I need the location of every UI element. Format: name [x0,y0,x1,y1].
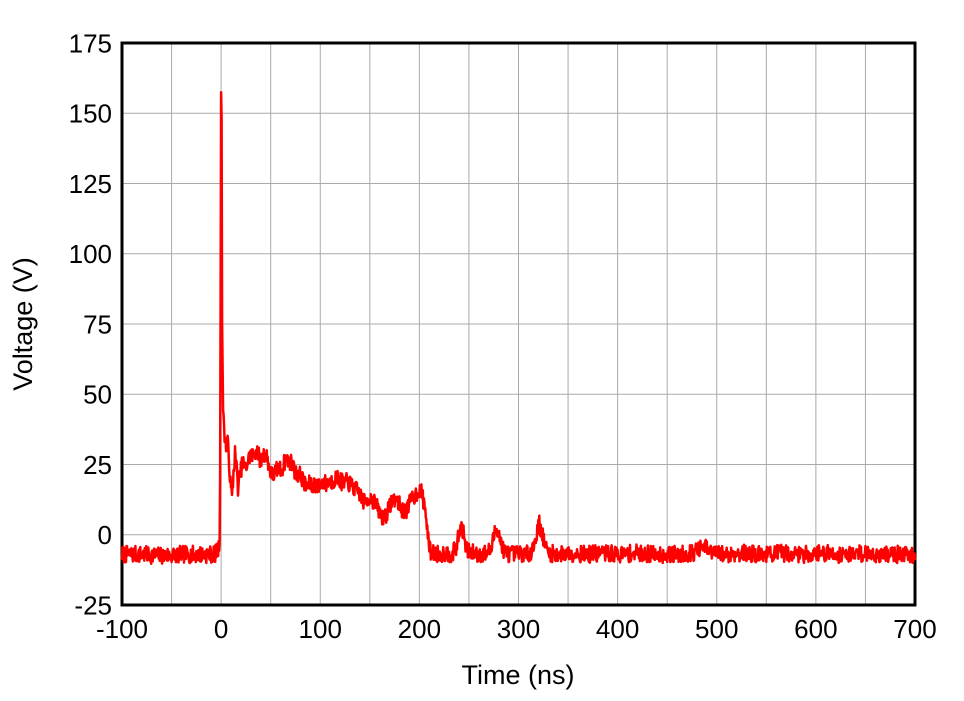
y-tick-label: 50 [83,380,112,410]
y-tick-label: 125 [69,169,112,199]
y-tick-label: 25 [83,450,112,480]
x-tick-labels: -100 0 100 200 300 400 500 600 700 [96,614,937,644]
y-tick-labels: -25 0 25 50 75 100 125 150 175 [69,28,112,620]
x-tick-label: 100 [299,614,342,644]
x-tick-label: 500 [695,614,738,644]
x-tick-label: -100 [96,614,148,644]
x-axis-title: Time (ns) [462,660,575,690]
y-tick-label: 175 [69,28,112,58]
x-tick-label: 200 [398,614,441,644]
voltage-trace [120,90,917,566]
plot-border [120,41,917,607]
x-tick-label: 400 [596,614,639,644]
y-tick-label: 100 [69,239,112,269]
x-tick-label: 600 [794,614,837,644]
y-tick-label: 150 [69,99,112,129]
x-tick-label: 300 [497,614,540,644]
x-tick-label: 700 [893,614,936,644]
y-axis-title: Voltage (V) [8,257,38,391]
grid-layer [122,43,915,605]
x-tick-label: 0 [214,614,228,644]
trace-layer [120,90,917,566]
y-tick-label: 75 [83,309,112,339]
y-tick-label: 0 [98,520,112,550]
y-tick-label: -25 [74,590,112,620]
